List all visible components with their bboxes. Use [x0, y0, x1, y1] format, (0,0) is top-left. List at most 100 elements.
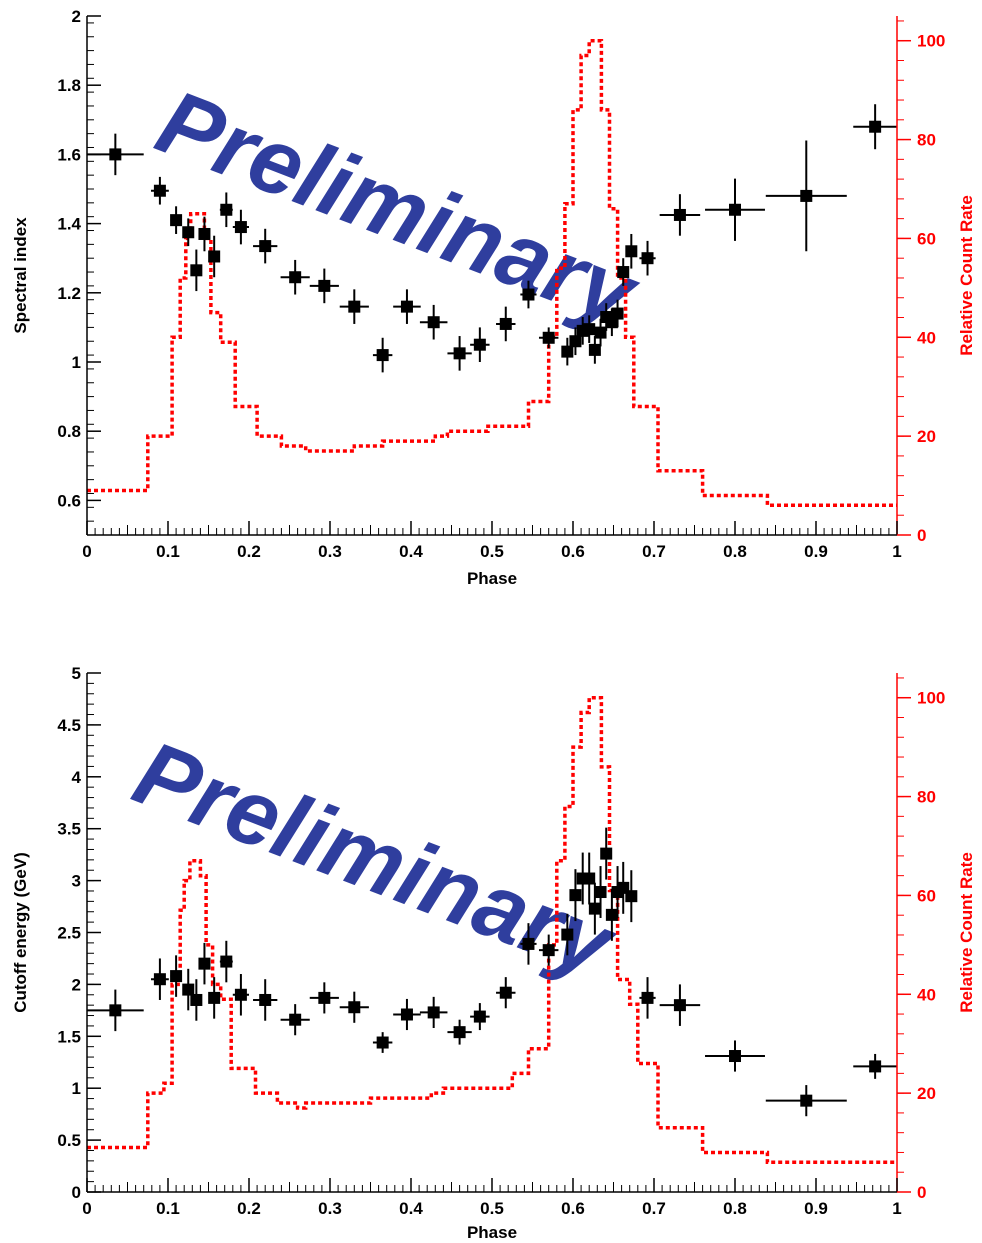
x-tick-label: 0.2	[237, 1199, 261, 1218]
data-point	[232, 209, 249, 245]
data-point	[639, 240, 656, 276]
y-tick-label: 1	[72, 353, 81, 372]
data-point	[150, 176, 169, 205]
x-tick-label: 0.3	[318, 1199, 342, 1218]
data-point	[583, 852, 596, 905]
data-point	[625, 870, 638, 923]
point-marker	[473, 338, 486, 351]
data-point	[182, 968, 195, 1011]
point-marker	[453, 1026, 466, 1039]
data-point	[253, 228, 278, 264]
point-marker	[673, 999, 686, 1012]
point-marker	[220, 955, 233, 968]
data-point	[588, 336, 601, 364]
x-tick-label: 0.8	[723, 542, 747, 561]
data-point	[339, 289, 369, 324]
point-marker	[673, 208, 686, 221]
data-point	[659, 194, 701, 236]
data-point	[419, 304, 448, 340]
point-marker	[561, 928, 574, 941]
data-point	[853, 1053, 897, 1079]
point-marker	[208, 250, 221, 263]
data-point	[594, 318, 607, 347]
cutoff-energy-chart: Preliminary 0 0.1 0.2 0.3 0.4 0.5 0.6 0.7 0.8 0.9 1…	[11, 664, 976, 1242]
point-marker	[220, 203, 233, 216]
data-point	[198, 216, 211, 252]
point-marker	[259, 240, 272, 253]
point-marker	[542, 944, 555, 957]
point-marker	[641, 252, 654, 265]
data-point	[447, 336, 472, 371]
point-marker	[376, 349, 389, 362]
data-point	[219, 940, 233, 983]
point-marker	[109, 148, 122, 161]
y2-tick-label: 60	[917, 886, 936, 905]
point-marker	[170, 214, 183, 227]
point-marker	[594, 326, 607, 339]
y-tick-label: 2.5	[57, 924, 81, 943]
point-marker	[561, 345, 574, 358]
data-point	[639, 977, 656, 1019]
data-point	[393, 289, 421, 324]
point-marker	[376, 1036, 389, 1049]
point-marker	[542, 331, 555, 344]
data-point	[470, 1003, 490, 1031]
x-tick-label: 0.4	[399, 1199, 423, 1218]
y-tick-label: 0.6	[57, 491, 81, 510]
point-marker	[198, 227, 211, 240]
point-marker	[583, 323, 596, 336]
point-marker	[318, 991, 331, 1004]
y-tick-label: 3.5	[57, 820, 81, 839]
point-marker	[869, 1060, 882, 1073]
point-marker	[594, 886, 607, 899]
point-marker	[400, 1008, 413, 1021]
point-marker	[800, 189, 813, 202]
point-marker	[348, 1001, 361, 1014]
point-marker	[182, 226, 195, 239]
point-marker	[583, 872, 596, 885]
data-point	[765, 140, 847, 252]
point-marker	[625, 245, 638, 258]
y-tick-label: 2	[72, 975, 81, 994]
x-tick-label: 1	[892, 542, 901, 561]
point-marker	[869, 120, 882, 133]
x-tick-label: 0.5	[480, 1199, 504, 1218]
data-point	[208, 235, 221, 278]
data-point	[170, 206, 183, 234]
data-point	[190, 979, 203, 1021]
point-marker	[800, 1094, 813, 1107]
x-tick-label: 0.2	[237, 542, 261, 561]
y-axis-label: Spectral index	[11, 217, 30, 334]
data-point	[705, 1040, 765, 1072]
y-tick-label: 4.5	[57, 716, 81, 735]
data-point	[339, 991, 369, 1023]
y-tick-label: 5	[72, 664, 81, 683]
x-tick-label: 0	[82, 1199, 91, 1218]
point-marker	[190, 993, 203, 1006]
point-marker	[499, 986, 512, 999]
point-marker	[625, 890, 638, 903]
x-axis-label: Phase	[467, 569, 517, 588]
data-point	[190, 249, 203, 292]
y2-tick-label: 60	[917, 229, 936, 248]
x-tick-label: 0	[82, 542, 91, 561]
x-tick-label: 0.7	[642, 542, 666, 561]
point-marker	[569, 889, 582, 902]
data-point	[182, 218, 195, 247]
x-axis-label: Phase	[467, 1223, 517, 1242]
y2-tick-label: 80	[917, 131, 936, 150]
data-point	[561, 337, 574, 366]
data-point	[372, 1032, 393, 1053]
point-marker	[473, 1010, 486, 1023]
data-point	[232, 974, 249, 1016]
point-marker	[729, 203, 741, 216]
y-tick-label: 3	[72, 872, 81, 891]
point-marker	[427, 316, 440, 329]
data-point	[280, 259, 310, 295]
point-marker	[348, 300, 361, 313]
point-marker	[499, 317, 512, 330]
data-point	[705, 178, 765, 241]
y2-tick-label: 0	[917, 1183, 926, 1202]
